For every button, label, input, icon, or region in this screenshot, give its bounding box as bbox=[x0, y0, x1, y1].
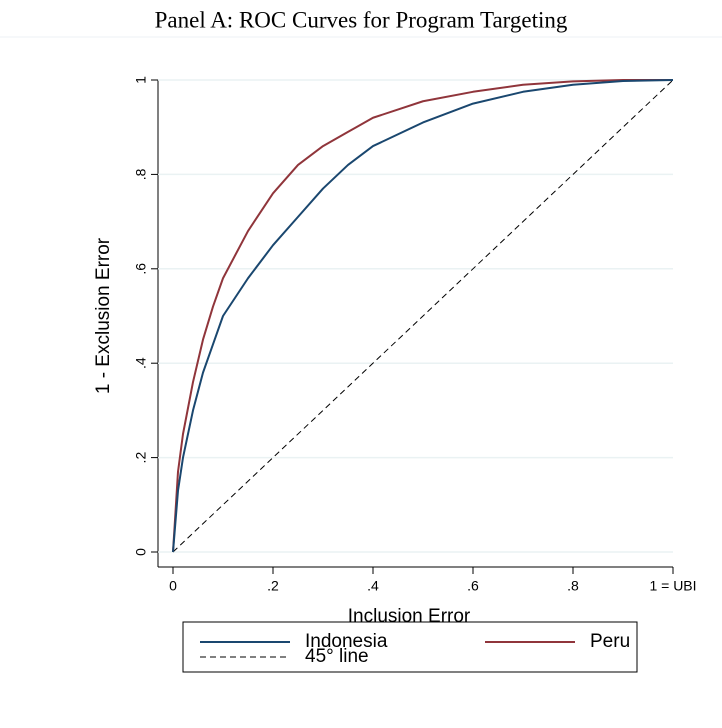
x-tick-label: .6 bbox=[467, 578, 479, 594]
chart-title: Panel A: ROC Curves for Program Targetin… bbox=[155, 7, 568, 32]
y-tick-label: 1 bbox=[133, 76, 149, 84]
y-tick-label: .6 bbox=[133, 263, 149, 275]
y-axis-label: 1 - Exclusion Error bbox=[93, 237, 114, 394]
x-tick-label: 0 bbox=[169, 578, 177, 594]
x-tick-label: .2 bbox=[267, 578, 279, 594]
x-tick-label: 1 = UBI bbox=[649, 578, 696, 594]
x-tick-label: .4 bbox=[367, 578, 379, 594]
series-line bbox=[172, 79, 673, 553]
y-tick-label: .4 bbox=[133, 357, 149, 369]
y-tick-label: 0 bbox=[133, 548, 149, 556]
y-tick-label: .8 bbox=[133, 168, 149, 180]
y-tick-label: .2 bbox=[133, 452, 149, 464]
x-axis-label: Inclusion Error bbox=[348, 606, 471, 627]
legend-label: Indonesia bbox=[305, 631, 388, 652]
legend-label: Peru bbox=[590, 631, 630, 652]
x-tick-label: .8 bbox=[567, 578, 579, 594]
legend-label: 45° line bbox=[305, 646, 369, 667]
series-line bbox=[172, 79, 674, 553]
series-line bbox=[172, 79, 674, 553]
legend-box bbox=[182, 621, 638, 673]
